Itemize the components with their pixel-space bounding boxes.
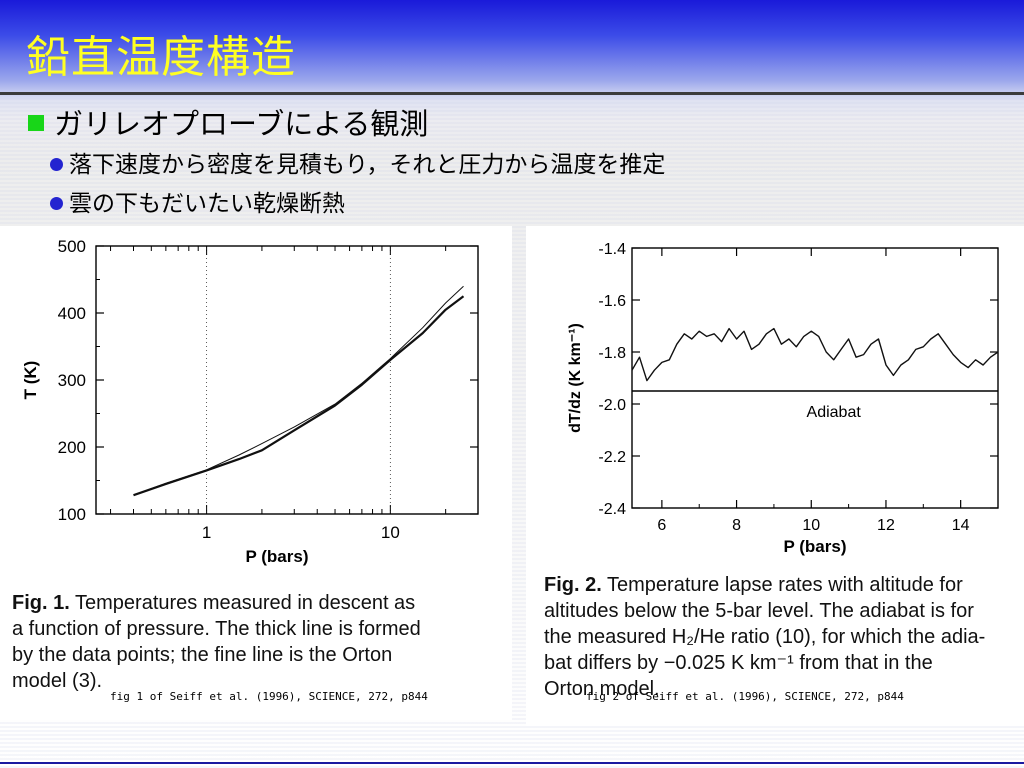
- y-tick-label: -2.2: [598, 449, 626, 466]
- x-axis-label: P (bars): [784, 537, 847, 556]
- slide-title: 鉛直温度構造: [26, 32, 296, 83]
- x-tick-label: 10: [381, 523, 400, 542]
- round-bullet-icon: [50, 158, 63, 171]
- y-tick-label: -1.6: [598, 293, 626, 310]
- y-tick-label: 100: [58, 505, 86, 524]
- figure-2-caption: Fig. 2. Temperature lapse rates with alt…: [544, 572, 1020, 702]
- y-tick-label: 400: [58, 304, 86, 323]
- sub-bullet-2: 雲の下もだいたい乾燥断熱: [50, 189, 345, 219]
- figure-1-caption-line: model (3).: [12, 670, 103, 692]
- y-tick-label: -1.8: [598, 345, 626, 362]
- x-tick-label: 10: [802, 517, 820, 534]
- model-line-fine: [133, 285, 464, 496]
- x-tick-label: 12: [877, 517, 895, 534]
- bullet-main-text: ガリレオプローブによる観測: [54, 107, 429, 141]
- figure-2-caption-line: the measured H₂/He ratio (10), for which…: [544, 626, 986, 648]
- footer-divider: [0, 762, 1024, 764]
- figure-1-caption-label: Fig. 1.: [12, 592, 70, 614]
- lapse-rate-line: [631, 327, 999, 382]
- sub-bullet-text: 雲の下もだいたい乾燥断熱: [69, 191, 345, 217]
- adiabat-label: Adiabat: [807, 404, 862, 421]
- figure-1-source: fig 1 of Seiff et al. (1996), SCIENCE, 2…: [110, 690, 428, 703]
- figure-1-panel: 100 200 300 400 500 1 10 P (bars) T (K) Fig. 1. …: [0, 226, 512, 720]
- x-axis-label: P (bars): [246, 547, 309, 566]
- y-tick-label: 500: [58, 237, 86, 256]
- figure-2-caption-line: Orton model.: [544, 678, 660, 700]
- figure-2-caption-line: bat differs by −0.025 K km⁻¹ from that i…: [544, 652, 933, 674]
- y-tick-label: 300: [58, 371, 86, 390]
- y-axis-label: dT/dz (K km⁻¹): [567, 323, 584, 433]
- figure-1-caption-line: a function of pressure. The thick line i…: [12, 618, 421, 640]
- figure-2-caption-line: altitudes below the 5-bar level. The adi…: [544, 600, 974, 622]
- figure-1-chart: 100 200 300 400 500 1 10 P (bars) T (K): [21, 237, 479, 566]
- y-tick-label: 200: [58, 438, 86, 457]
- y-tick-label: -1.4: [598, 241, 626, 258]
- figure-2-panel: -1.4 -1.6 -1.8 -2.0 -2.2 -2.4 6 8 10 12 14 P (bars)…: [526, 226, 1024, 726]
- data-line-thick: [133, 295, 465, 497]
- figure-2-chart: -1.4 -1.6 -1.8 -2.0 -2.2 -2.4 6 8 10 12 14 P (bars)…: [567, 241, 999, 556]
- y-axis-label: T (K): [21, 361, 40, 400]
- square-bullet-icon: [28, 115, 44, 131]
- figure-1-caption-line: Temperatures measured in descent as: [75, 592, 416, 614]
- plot-frame: [631, 247, 999, 509]
- x-tick-label: 8: [732, 517, 741, 534]
- x-tick-label: 14: [952, 517, 970, 534]
- y-tick-label: -2.0: [598, 397, 626, 414]
- plot-frame: [95, 245, 479, 515]
- round-bullet-icon: [50, 197, 63, 210]
- title-divider: [0, 92, 1024, 95]
- bullet-main: ガリレオプローブによる観測: [28, 105, 428, 143]
- figure-2-caption-line: Temperature lapse rates with altitude fo…: [607, 574, 963, 596]
- figure-1-caption: Fig. 1. Temperatures measured in descent…: [12, 590, 502, 694]
- sub-bullet-text: 落下速度から密度を見積もり，それと圧力から温度を推定: [69, 152, 666, 178]
- figure-2-source: fig 2 of Seiff et al. (1996), SCIENCE, 2…: [586, 690, 904, 703]
- y-tick-label: -2.4: [598, 501, 626, 518]
- x-tick-label: 6: [657, 517, 666, 534]
- figure-1-caption-line: by the data points; the fine line is the…: [12, 644, 393, 666]
- figure-2-caption-label: Fig. 2.: [544, 574, 602, 596]
- sub-bullet-1: 落下速度から密度を見積もり，それと圧力から温度を推定: [50, 150, 665, 180]
- x-tick-label: 1: [202, 523, 211, 542]
